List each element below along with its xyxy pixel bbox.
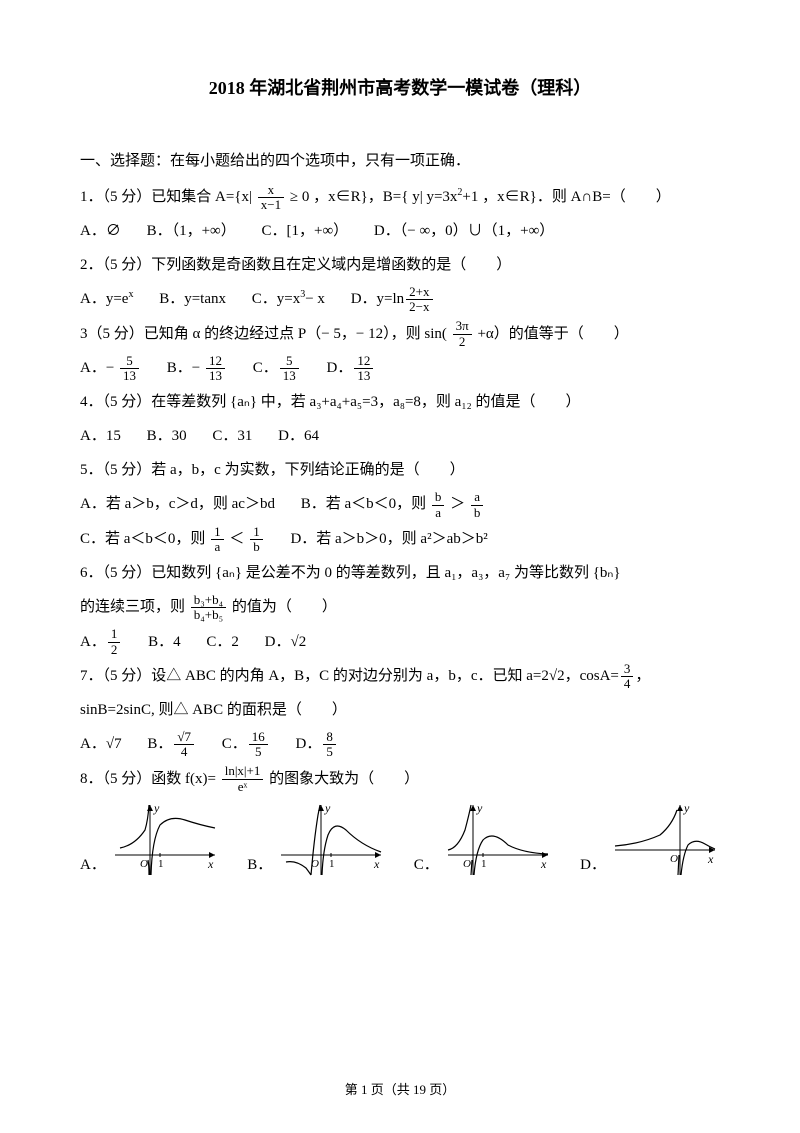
svg-text:y: y xyxy=(476,801,483,815)
section-header: 一、选择题：在每小题给出的四个选项中，只有一项正确． xyxy=(80,146,720,176)
exam-page: 2018 年湖北省荆州市高考数学一模试卷（理科） 一、选择题：在每小题给出的四个… xyxy=(0,0,800,1133)
q1-opt-c: C．[1，+∞） xyxy=(262,216,349,246)
question-1: 1．（5 分）已知集合 A={x| x x−1 ≥ 0 ，x∈R}，B={ y|… xyxy=(80,182,720,212)
q5-opt-d: D．若 a＞b＞0，则 a²＞ab＞b² xyxy=(290,524,487,554)
q7-opt-a: A．√7 xyxy=(80,729,122,759)
question-6: 6．（5 分）已知数列 {aₙ} 是公差不为 0 的等差数列，且 a₁，a₃，a… xyxy=(80,558,720,588)
question-6-line2: 的连续三项，则 b₃+b₄b₄+b₅ 的值为（ ） xyxy=(80,592,720,622)
q1-text-mid2: +1 ，x∈R}．则 A∩B=（ ） xyxy=(462,189,670,205)
q1-text-mid: ≥ 0 ，x∈R}，B={ y| y=3x xyxy=(290,189,458,205)
q4-opt-c: C．31 xyxy=(212,421,252,451)
q3-opt-a: A．− 513 xyxy=(80,353,141,383)
q7-opt-d: D．85 xyxy=(296,729,338,759)
graph-c-svg: y x O 1 xyxy=(443,800,553,880)
svg-text:O: O xyxy=(670,853,678,865)
q4-opt-b: B．30 xyxy=(147,421,187,451)
question-4: 4．（5 分）在等差数列 {aₙ} 中，若 a₃+a₄+a₅=3，a₈=8，则 … xyxy=(80,387,720,417)
svg-text:O: O xyxy=(140,858,148,870)
q5-opt-a: A．若 a＞b，c＞d，则 ac＞bd xyxy=(80,489,275,519)
svg-text:x: x xyxy=(540,857,547,871)
q5-opt-b: B．若 a＜b＜0，则 ba ＞ ab xyxy=(301,489,486,519)
q1-opt-b: B．（1，+∞） xyxy=(147,216,236,246)
q8-graph-d: D． y x O xyxy=(580,800,720,880)
q4-options: A．15 B．30 C．31 D．64 xyxy=(80,421,720,451)
q8-graphs: A． y x O 1 B． xyxy=(80,800,720,880)
question-7-line2: sinB=2sinC, 则△ ABC 的面积是（ ） xyxy=(80,695,720,725)
q7-opt-b: B．√74 xyxy=(147,729,196,759)
question-5: 5．（5 分）若 a，b，c 为实数，下列结论正确的是（ ） xyxy=(80,455,720,485)
svg-text:x: x xyxy=(707,852,714,866)
q8-graph-b: B． y x O 1 xyxy=(247,800,386,880)
q6-opt-d: D．√2 xyxy=(265,627,307,657)
svg-text:y: y xyxy=(683,801,690,815)
q8-opt-b: B． xyxy=(247,850,272,880)
q3-opt-b: B．− 1213 xyxy=(167,353,227,383)
svg-text:1: 1 xyxy=(158,858,164,870)
q2-opt-a: A．y=ex xyxy=(80,284,133,314)
q1-opt-a: A．∅ xyxy=(80,216,121,246)
q5-options-2: C．若 a＜b＜0，则 1a ＜ 1b D．若 a＞b＞0，则 a²＞ab＞b² xyxy=(80,524,720,554)
q8-graph-a: A． y x O 1 xyxy=(80,800,220,880)
q6-opt-c: C．2 xyxy=(206,627,239,657)
svg-text:1: 1 xyxy=(329,858,335,870)
q8-opt-c: C． xyxy=(414,850,439,880)
q4-opt-a: A．15 xyxy=(80,421,121,451)
q7-options: A．√7 B．√74 C．165 D．85 xyxy=(80,729,720,759)
q7-opt-c: C．165 xyxy=(222,729,270,759)
page-footer: 第 1 页（共 19 页） xyxy=(0,1077,800,1103)
q3-options: A．− 513 B．− 1213 C．513 D．1213 xyxy=(80,353,720,383)
svg-text:x: x xyxy=(207,857,214,871)
page-title: 2018 年湖北省荆州市高考数学一模试卷（理科） xyxy=(80,70,720,106)
q1-fraction: x x−1 xyxy=(258,183,284,213)
q5-opt-c: C．若 a＜b＜0，则 1a ＜ 1b xyxy=(80,524,265,554)
q5-options: A．若 a＞b，c＞d，则 ac＞bd B．若 a＜b＜0，则 ba ＞ ab xyxy=(80,489,720,519)
svg-text:y: y xyxy=(153,801,160,815)
q1-options: A．∅ B．（1，+∞） C．[1，+∞） D．（− ∞，0）∪（1，+∞） xyxy=(80,216,720,246)
question-3: 3（5 分）已知角 α 的终边经过点 P（− 5，− 12），则 sin( 3π… xyxy=(80,319,720,349)
svg-text:x: x xyxy=(373,857,380,871)
question-2: 2．（5 分）下列函数是奇函数且在定义域内是增函数的是（ ） xyxy=(80,250,720,280)
q2-opt-c: C．y=x3− x xyxy=(252,284,325,314)
svg-text:1: 1 xyxy=(481,858,487,870)
q4-opt-d: D．64 xyxy=(278,421,319,451)
q6-options: A．12 B．4 C．2 D．√2 xyxy=(80,627,720,657)
graph-b-svg: y x O 1 xyxy=(276,800,386,880)
q8-opt-a: A． xyxy=(80,850,106,880)
q8-graph-c: C． y x O 1 xyxy=(414,800,553,880)
graph-a-svg: y x O 1 xyxy=(110,800,220,880)
q8-opt-d: D． xyxy=(580,850,606,880)
question-8: 8．（5 分）函数 f(x)= ln|x|+1eˣ 的图象大致为（ ） xyxy=(80,764,720,794)
q6-opt-b: B．4 xyxy=(148,627,181,657)
graph-d-svg: y x O xyxy=(610,800,720,880)
q1-opt-d: D．（− ∞，0）∪（1，+∞） xyxy=(374,216,554,246)
q3-opt-c: C．513 xyxy=(253,353,301,383)
question-7: 7．（5 分）设△ ABC 的内角 A，B，C 的对边分别为 a，b，c．已知 … xyxy=(80,661,720,691)
q6-opt-a: A．12 xyxy=(80,627,122,657)
q2-opt-d: D．y=ln2+x2−x xyxy=(351,284,435,314)
svg-text:O: O xyxy=(463,858,471,870)
svg-text:y: y xyxy=(324,801,331,815)
q1-text-pre: 1．（5 分）已知集合 A={x| xyxy=(80,189,256,205)
q2-opt-b: B．y=tanx xyxy=(159,284,226,314)
q3-opt-d: D．1213 xyxy=(327,353,376,383)
q2-options: A．y=ex B．y=tanx C．y=x3− x D．y=ln2+x2−x xyxy=(80,284,720,314)
